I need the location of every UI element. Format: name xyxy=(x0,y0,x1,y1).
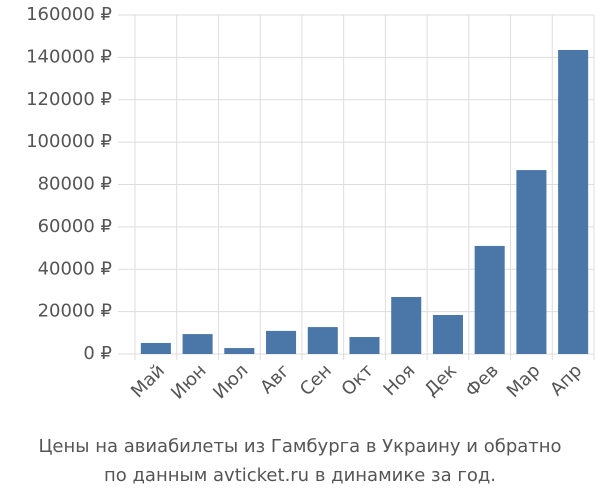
bar xyxy=(349,337,380,354)
bar xyxy=(391,297,422,354)
bar xyxy=(432,315,463,354)
y-tick-label: 60000 ₽ xyxy=(38,216,112,237)
y-tick-label: 20000 ₽ xyxy=(38,301,112,322)
x-tick-label: Июн xyxy=(167,360,210,403)
bar xyxy=(224,348,255,354)
y-tick-label: 120000 ₽ xyxy=(26,89,112,110)
x-tick-label: Окт xyxy=(338,360,378,400)
bar xyxy=(140,342,171,354)
bar xyxy=(182,334,213,354)
y-tick-label: 160000 ₽ xyxy=(26,4,112,25)
y-tick-label: 100000 ₽ xyxy=(26,131,112,152)
y-tick-label: 40000 ₽ xyxy=(38,258,112,279)
chart-subtitle: по данным avticket.ru в динамике за год. xyxy=(104,465,496,486)
bar xyxy=(516,170,547,354)
x-tick-label: Сен xyxy=(296,360,336,400)
y-tick-label: 0 ₽ xyxy=(83,343,112,364)
x-tick-label: Апр xyxy=(546,360,586,400)
x-tick-label: Ноя xyxy=(379,360,419,400)
bar xyxy=(307,327,338,354)
x-tick-label: Июл xyxy=(209,360,252,403)
chart-title: Цены на авиабилеты из Гамбурга в Украину… xyxy=(38,436,561,457)
x-tick-label: Дек xyxy=(421,360,461,400)
y-tick-label: 80000 ₽ xyxy=(38,174,112,195)
y-tick-label: 140000 ₽ xyxy=(26,46,112,67)
x-tick-label: Фев xyxy=(462,360,503,401)
bar xyxy=(266,330,297,354)
x-tick-label: Авг xyxy=(256,360,294,398)
bar xyxy=(474,245,505,354)
x-tick-label: Мар xyxy=(503,360,545,402)
bar xyxy=(558,49,589,354)
x-tick-label: Май xyxy=(127,360,169,402)
